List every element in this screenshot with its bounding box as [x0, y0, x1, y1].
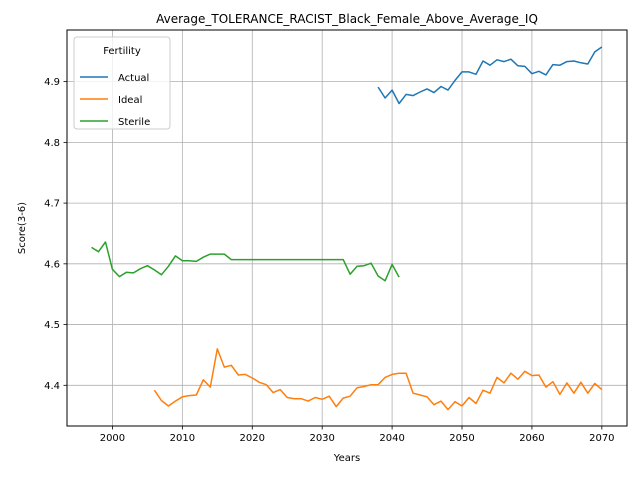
x-tick-label: 2060 — [519, 433, 544, 444]
legend-label-actual: Actual — [118, 73, 149, 84]
x-axis-title: Years — [333, 453, 360, 464]
x-tick-label: 2000 — [100, 433, 125, 444]
y-tick-label: 4.9 — [44, 77, 60, 88]
series-line-ideal — [153, 348, 603, 411]
x-tick-label: 2070 — [589, 433, 614, 444]
legend-box — [73, 36, 171, 130]
x-tick-label: 2020 — [240, 433, 265, 444]
x-tick-label: 2040 — [379, 433, 404, 444]
axis-ticks: 2000 2010 2020 2030 2040 2050 2060 2070 4.4 4.5 4.… — [44, 77, 614, 444]
series-lines — [91, 46, 603, 411]
series-line-sterile — [91, 241, 400, 282]
legend-title: Fertility — [103, 46, 141, 57]
x-tick-label: 2010 — [170, 433, 195, 444]
series-line-actual — [377, 46, 603, 105]
y-tick-label: 4.4 — [44, 381, 60, 392]
y-tick-label: 4.8 — [44, 138, 60, 149]
grid-lines — [67, 30, 627, 426]
y-tick-label: 4.6 — [44, 259, 60, 270]
y-axis-title: Score(3-6) — [17, 202, 28, 254]
x-tick-label: 2050 — [449, 433, 474, 444]
legend-label-ideal: Ideal — [118, 95, 142, 106]
plot-frame — [66, 29, 628, 427]
x-tick-label: 2030 — [309, 433, 334, 444]
y-tick-label: 4.7 — [44, 199, 60, 210]
y-tick-label: 4.5 — [44, 320, 60, 331]
legend: Fertility Actual Ideal Sterile — [73, 36, 171, 130]
legend-label-sterile: Sterile — [118, 117, 150, 128]
chart-title: Average_TOLERANCE_RACIST_Black_Female_Ab… — [156, 12, 538, 26]
